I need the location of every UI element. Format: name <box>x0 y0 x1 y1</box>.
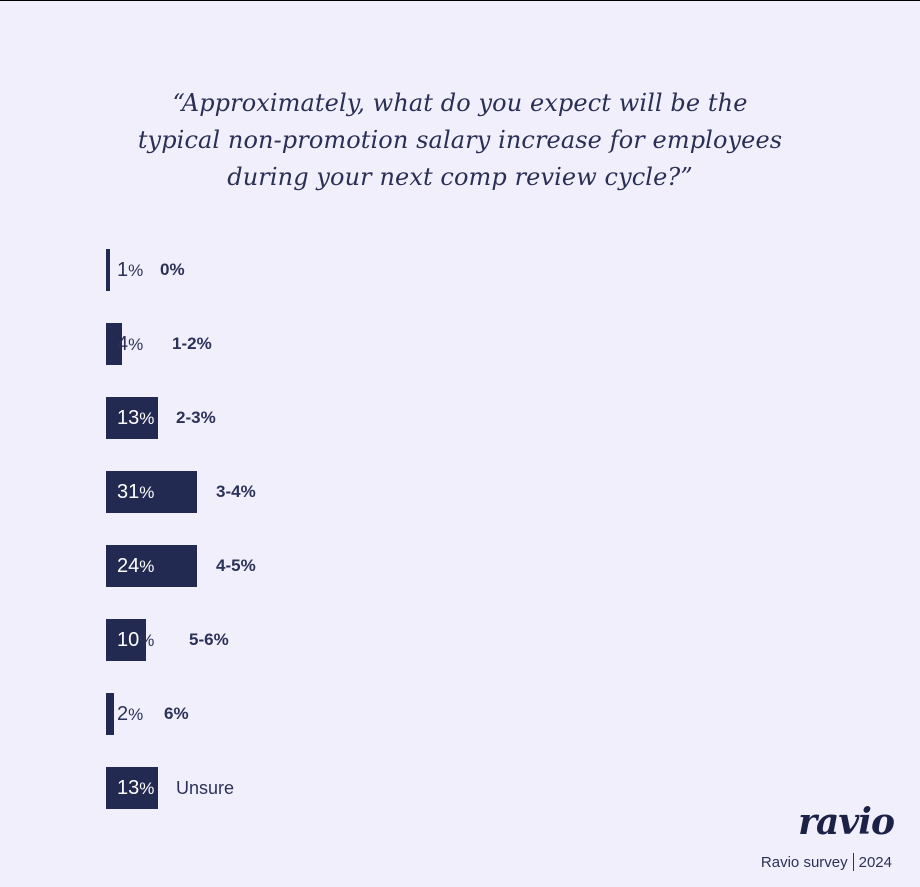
bar-value: 13% <box>117 407 155 429</box>
ravio-logo: ravio <box>798 801 895 843</box>
title-line-1: “Approximately, what do you expect will … <box>172 89 748 117</box>
category-label: 2-3% <box>176 408 216 427</box>
bar <box>106 323 122 365</box>
bar <box>106 397 158 439</box>
bar-value: 13% <box>117 777 155 799</box>
bar <box>106 693 114 735</box>
category-label: Unsure <box>176 778 235 798</box>
title-line-3: during your next comp review cycle?” <box>227 163 693 191</box>
category-label: 3-4% <box>216 482 256 501</box>
category-label: 0% <box>160 260 185 279</box>
category-label: 6% <box>164 704 189 723</box>
bar-value: 10% <box>117 629 155 651</box>
category-label: 1-2% <box>172 334 212 353</box>
footer-divider <box>852 853 854 871</box>
bar-value: 1% <box>117 259 144 281</box>
bar <box>106 619 146 661</box>
bar-value: 24% <box>117 555 155 577</box>
chart-title: “Approximately, what do you expect will … <box>0 85 920 196</box>
footer-year: 2024 <box>858 854 892 871</box>
bar <box>106 249 110 291</box>
title-line-2: typical non-promotion salary increase fo… <box>137 126 783 154</box>
footer-source: Ravio survey <box>760 854 848 871</box>
bar-value: 2% <box>117 703 144 725</box>
category-label: 5-6% <box>189 630 229 649</box>
source-footer: Ravio survey 2024 <box>761 853 892 871</box>
bar-value: 4% <box>117 333 144 355</box>
category-label: 4-5% <box>216 556 256 575</box>
bar <box>106 471 197 513</box>
bar <box>106 767 158 809</box>
bar-value: 31% <box>117 481 155 503</box>
bar <box>106 545 197 587</box>
